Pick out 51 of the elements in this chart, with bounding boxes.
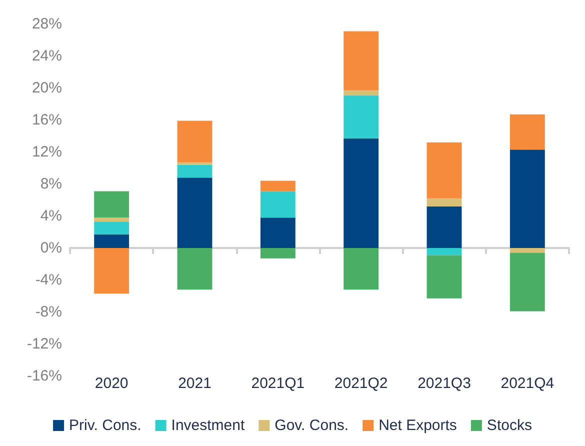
- y-tick-label: -8%: [35, 304, 62, 320]
- x-tick-label: 2021: [178, 375, 212, 392]
- bar: [510, 114, 545, 150]
- bar: [177, 120, 212, 162]
- bar: [260, 218, 296, 248]
- legend-label: Stocks: [486, 417, 532, 434]
- bar: [426, 142, 462, 198]
- legend-label: Priv. Cons.: [69, 417, 142, 434]
- y-tick-label: 8%: [40, 176, 62, 192]
- bar: [94, 222, 130, 234]
- bar: [344, 31, 379, 90]
- bar: [260, 191, 296, 218]
- bar: [426, 255, 462, 298]
- bar: [94, 191, 130, 218]
- bar: [344, 248, 379, 290]
- bar: [260, 180, 296, 192]
- bar: [177, 178, 212, 248]
- y-tick-label: 24%: [32, 48, 62, 64]
- x-tick-label: 2021Q1: [251, 375, 305, 392]
- legend-label: Investment: [171, 417, 246, 434]
- bar: [426, 248, 462, 256]
- legend-label: Gov. Cons.: [274, 417, 349, 434]
- bar: [94, 234, 130, 248]
- y-tick-label: -12%: [26, 336, 62, 352]
- bar: [510, 248, 545, 253]
- legend-label: Net Exports: [378, 417, 457, 434]
- y-tick-label: 16%: [32, 112, 62, 128]
- bar: [426, 198, 462, 206]
- bar: [344, 95, 379, 138]
- y-tick-label: 28%: [32, 16, 62, 32]
- bar: [510, 252, 545, 312]
- bar: [426, 206, 462, 248]
- y-tick-label: 12%: [32, 144, 62, 160]
- x-tick-label: 2021Q2: [334, 375, 388, 392]
- bar: [177, 248, 212, 290]
- bar: [510, 150, 545, 248]
- x-tick-label: 2021Q3: [418, 375, 471, 392]
- bar: [94, 218, 130, 222]
- bar: [260, 248, 296, 258]
- y-tick-label: 0%: [40, 240, 62, 256]
- bar: [344, 90, 379, 96]
- y-tick-label: 4%: [40, 208, 62, 224]
- bar: [177, 162, 212, 165]
- x-tick-label: 2021Q4: [500, 375, 554, 392]
- bar: [344, 138, 379, 248]
- y-tick-label: 20%: [32, 80, 62, 96]
- x-tick-label: 2020: [94, 375, 128, 392]
- bar: [94, 248, 130, 294]
- y-tick-label: -4%: [35, 272, 62, 288]
- y-tick-label: -16%: [26, 368, 62, 384]
- bar: [177, 164, 212, 178]
